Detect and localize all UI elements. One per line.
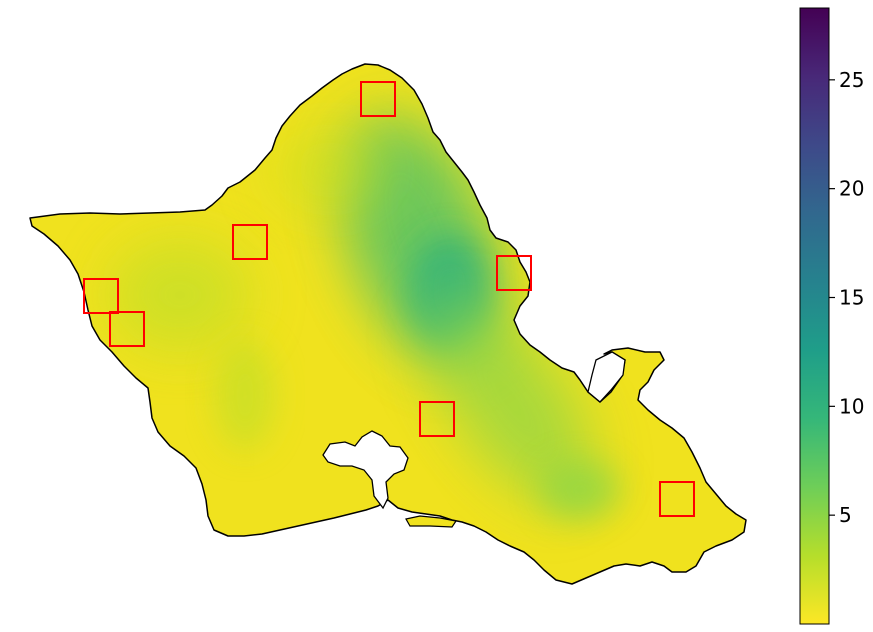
highlight-boxes — [83, 81, 695, 517]
colorbar: 5 10 15 20 25 — [799, 7, 864, 625]
pearl-harbor-lochs — [322, 430, 409, 510]
colorbar-tick-label: 10 — [839, 394, 864, 418]
highlight-box — [496, 255, 532, 291]
highlight-box — [659, 481, 695, 517]
highlight-box — [360, 81, 396, 117]
colorbar-gradient — [799, 7, 830, 625]
intensity-field — [110, 115, 620, 520]
highlight-box — [232, 224, 268, 260]
colorbar-tick-label: 5 — [839, 503, 852, 527]
colorbar-tick-label: 15 — [839, 285, 864, 309]
kaneohe-bay — [587, 351, 626, 403]
colorbar-tick-label: 25 — [839, 68, 864, 92]
island-coastline — [29, 63, 747, 585]
highlight-box — [419, 401, 455, 437]
oahu-map — [29, 63, 747, 585]
colorbar-tick-label: 20 — [839, 177, 864, 201]
highlight-box — [83, 278, 119, 314]
highlight-box — [109, 311, 145, 347]
colorbar-ticks: 5 10 15 20 25 — [829, 68, 864, 527]
ford-island — [405, 515, 458, 528]
